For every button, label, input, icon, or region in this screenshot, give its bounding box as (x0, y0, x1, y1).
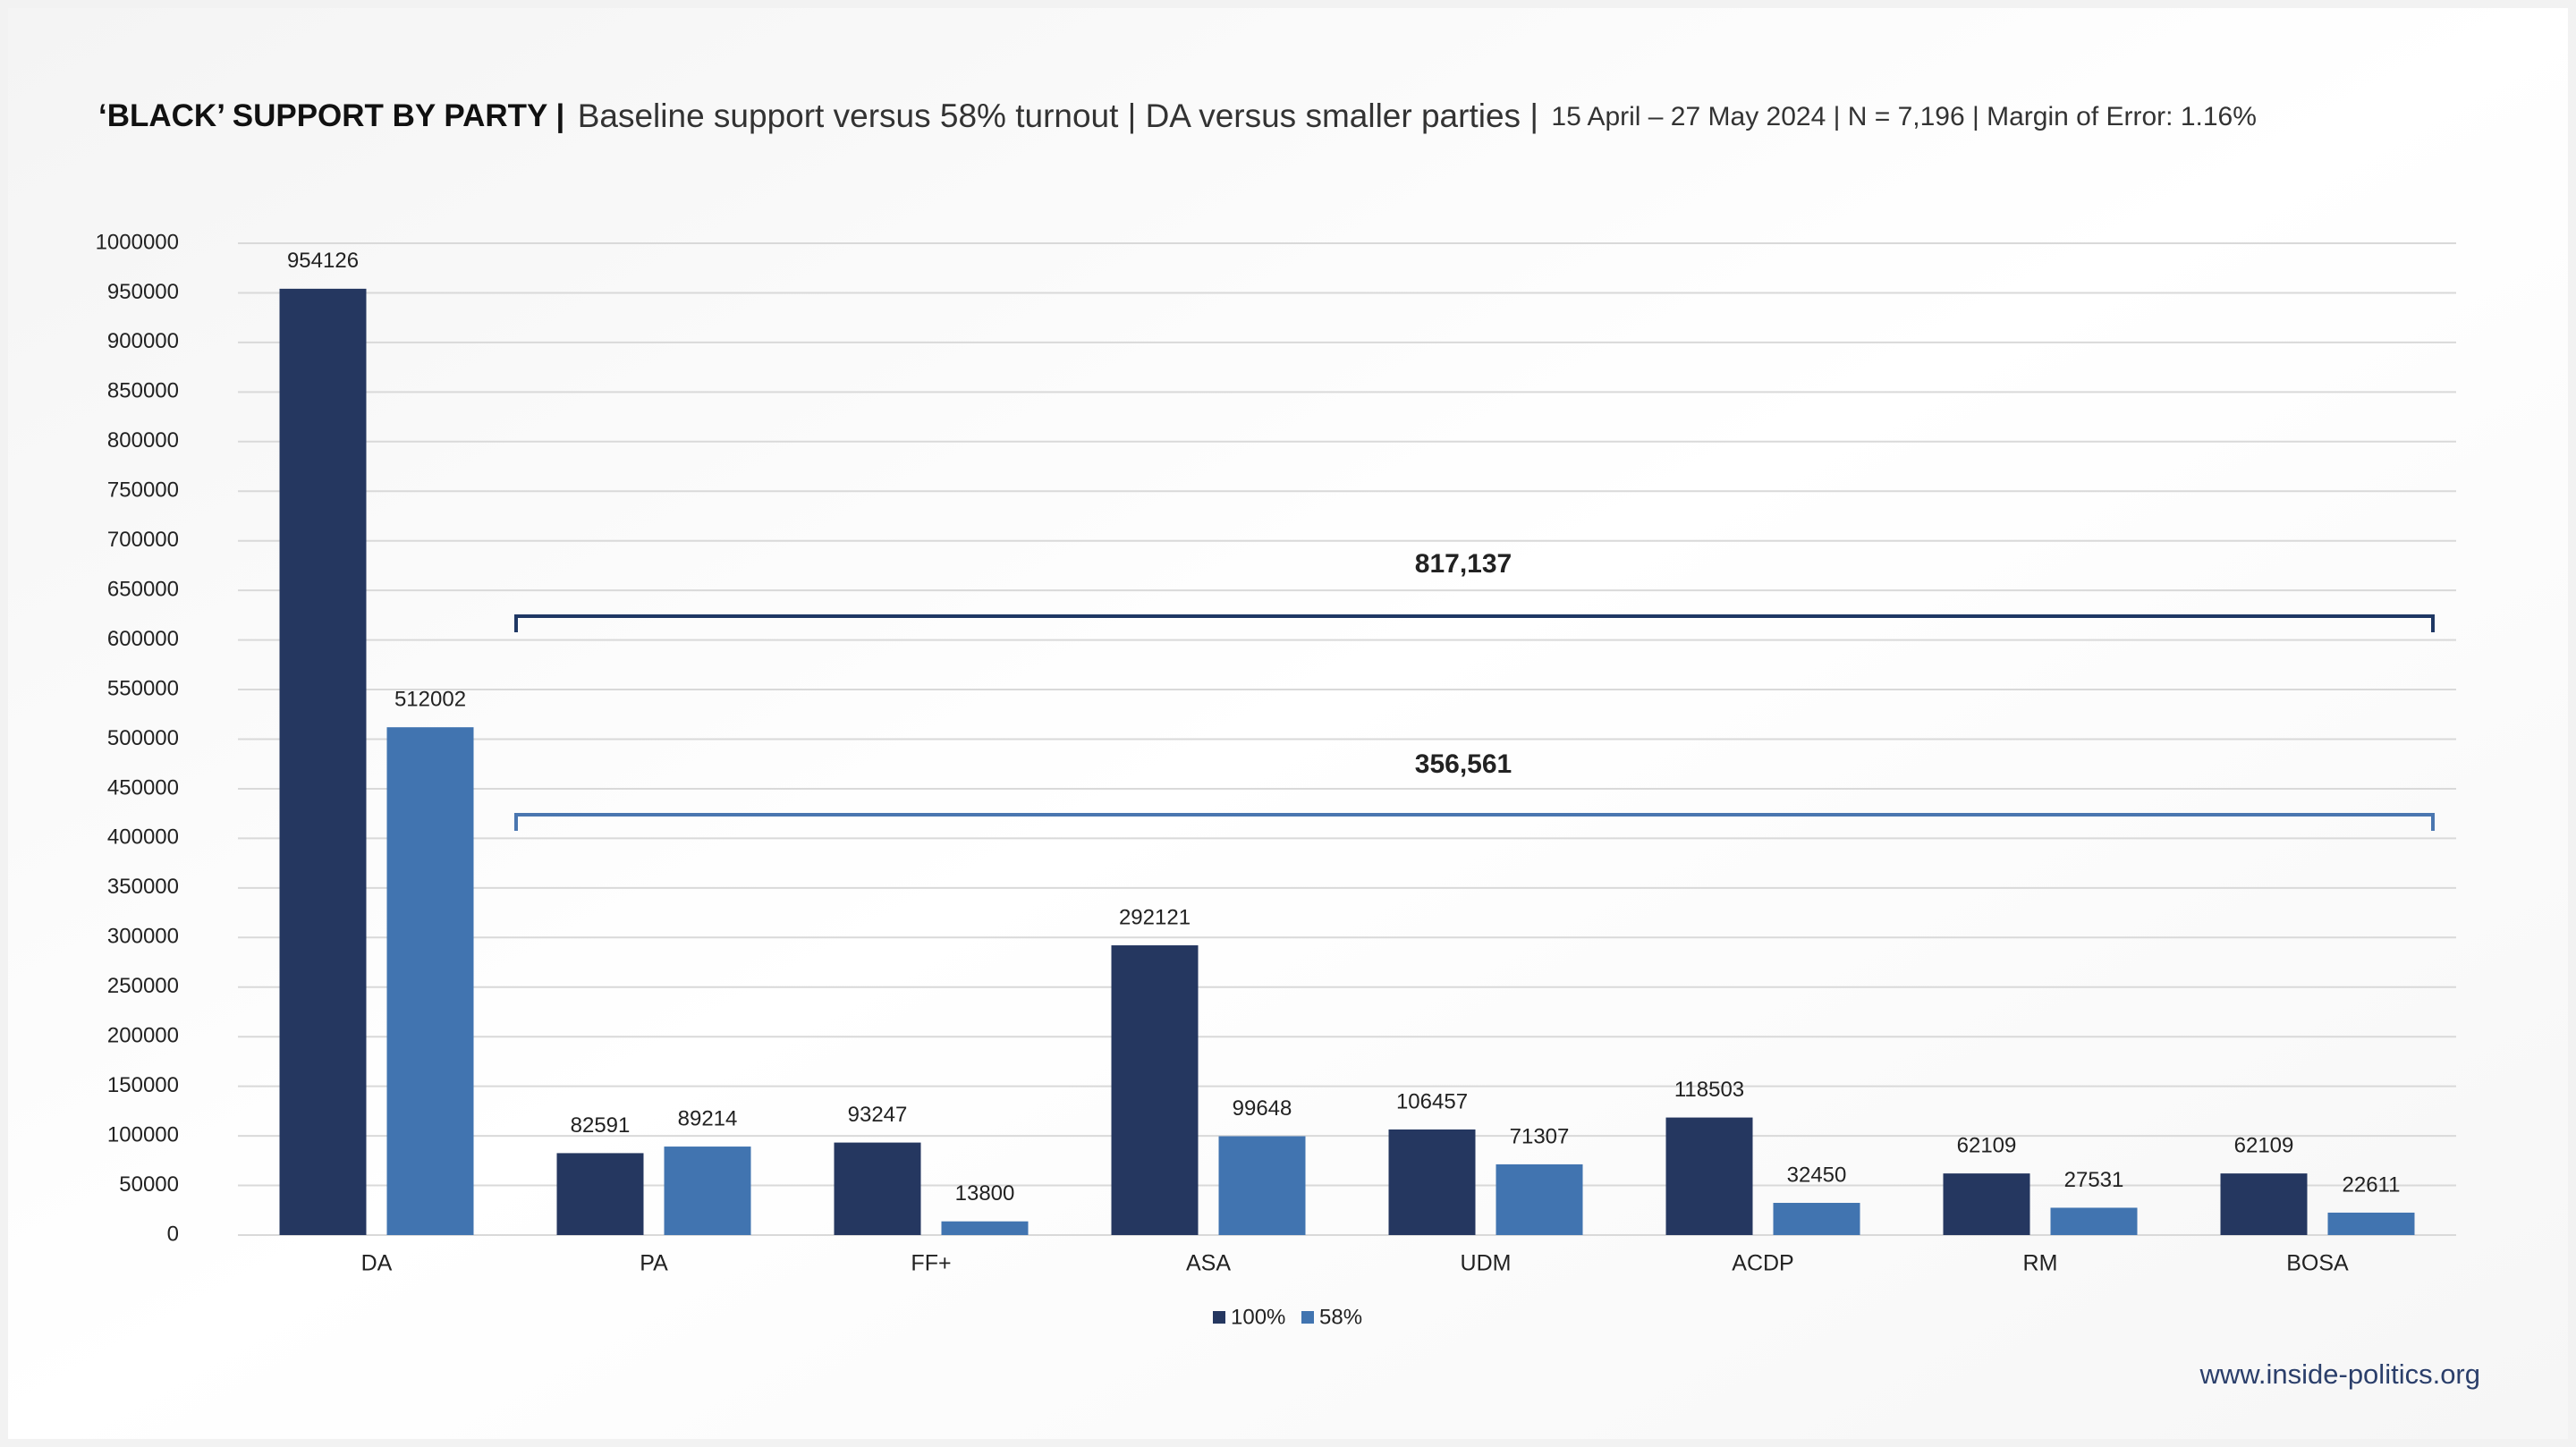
data-label: 71307 (1510, 1124, 1570, 1148)
y-tick-label: 100000 (107, 1122, 179, 1147)
data-label: 954126 (287, 249, 359, 273)
legend-label: 100% (1231, 1305, 1285, 1329)
data-label: 82591 (571, 1113, 631, 1138)
y-tick-label: 700000 (107, 528, 179, 552)
data-label: 99648 (1233, 1096, 1292, 1121)
y-tick-label: 250000 (107, 974, 179, 998)
data-label: 62109 (1957, 1133, 2017, 1157)
data-label: 93247 (848, 1103, 908, 1127)
x-tick-label: BOSA (2286, 1251, 2349, 1276)
bar (664, 1147, 751, 1235)
bar (1773, 1203, 1860, 1235)
data-label: 22611 (2343, 1172, 2401, 1197)
x-tick-label: UDM (1461, 1251, 1512, 1276)
y-tick-label: 350000 (107, 875, 179, 899)
x-tick-label: ACDP (1732, 1251, 1793, 1276)
bar (2327, 1212, 2415, 1235)
bracket (514, 813, 2435, 831)
x-tick-label: FF+ (911, 1251, 951, 1276)
chart-title: ‘BLACK’ SUPPORT BY PARTY | Baseline supp… (98, 97, 2257, 134)
data-label: 62109 (2234, 1133, 2294, 1157)
y-tick-label: 0 (167, 1222, 179, 1246)
legend-label: 58% (1319, 1305, 1362, 1329)
subtitle: Baseline support versus 58% turnout | DA… (578, 97, 1538, 134)
y-tick-label: 850000 (107, 379, 179, 403)
x-tick-label: DA (361, 1251, 393, 1276)
note: 15 April – 27 May 2024 | N = 7,196 | Mar… (1551, 102, 2257, 131)
bar (2220, 1173, 2308, 1235)
bar (941, 1221, 1029, 1235)
bar (556, 1153, 644, 1235)
bar (1943, 1173, 2030, 1235)
bar (1388, 1129, 1476, 1235)
y-tick-label: 650000 (107, 577, 179, 601)
data-label: 89214 (678, 1106, 738, 1130)
y-tick-label: 150000 (107, 1073, 179, 1097)
y-tick-label: 300000 (107, 925, 179, 949)
data-label: 13800 (955, 1181, 1015, 1206)
bar (834, 1142, 921, 1235)
legend-swatch (1301, 1311, 1314, 1324)
annotation: 356,561 (1415, 749, 1512, 779)
data-label: 27531 (2064, 1168, 2124, 1192)
source: www.inside-politics.org (2199, 1358, 2480, 1390)
data-label: 512002 (394, 688, 466, 712)
data-label: 32450 (1787, 1163, 1847, 1187)
data-label: 118503 (1674, 1078, 1744, 1102)
y-tick-label: 900000 (107, 329, 179, 353)
annotation: 817,137 (1415, 549, 1512, 579)
y-tick-label: 450000 (107, 775, 179, 800)
legend-swatch (1213, 1311, 1225, 1324)
title: ‘BLACK’ SUPPORT BY PARTY | (98, 98, 564, 133)
bracket (514, 614, 2435, 632)
bar (1665, 1117, 1753, 1235)
data-label: 292121 (1119, 905, 1191, 929)
y-tick-label: 50000 (119, 1172, 179, 1197)
y-tick-label: 400000 (107, 825, 179, 850)
bar (1111, 945, 1199, 1235)
y-tick-label: 800000 (107, 428, 179, 453)
y-tick-label: 950000 (107, 280, 179, 304)
data-label: 106457 (1396, 1089, 1468, 1113)
y-tick-label: 500000 (107, 726, 179, 750)
x-tick-label: RM (2023, 1251, 2058, 1276)
y-tick-label: 550000 (107, 676, 179, 700)
y-tick-label: 750000 (107, 478, 179, 503)
bar (1496, 1164, 1583, 1235)
bar (386, 727, 474, 1235)
y-tick-label: 200000 (107, 1024, 179, 1048)
x-tick-label: PA (640, 1251, 668, 1276)
y-tick-label: 600000 (107, 627, 179, 651)
y-tick-label: 1000000 (96, 230, 179, 254)
bar (279, 288, 367, 1235)
bar (1218, 1136, 1306, 1235)
x-tick-label: ASA (1186, 1251, 1231, 1276)
bar (2050, 1207, 2138, 1235)
